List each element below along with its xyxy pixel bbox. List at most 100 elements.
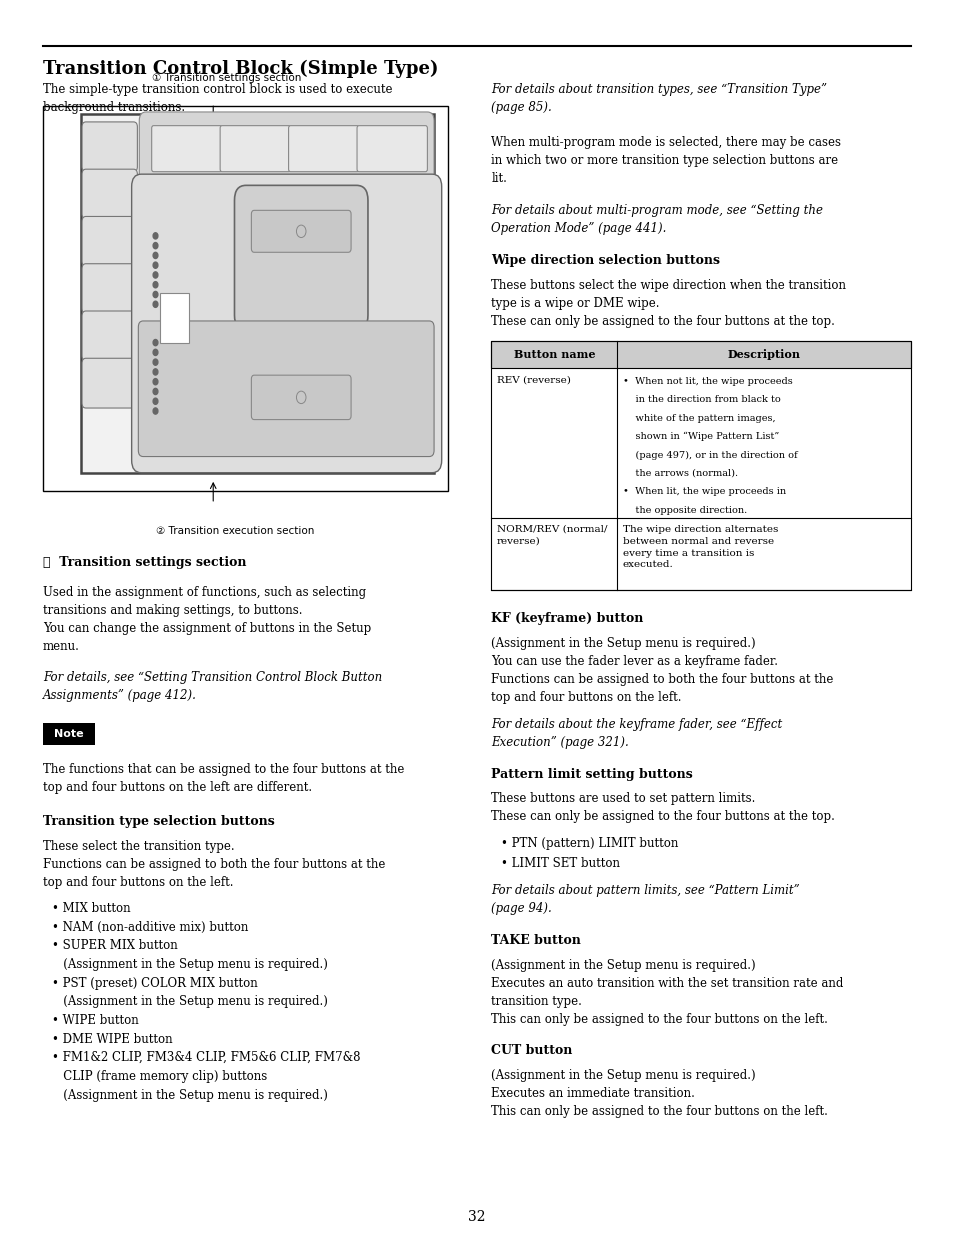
FancyBboxPatch shape [43, 723, 95, 745]
Circle shape [152, 398, 157, 404]
Text: Button name: Button name [513, 350, 595, 360]
Text: For details about transition types, see “Transition Type”
(page 85).: For details about transition types, see … [491, 83, 826, 114]
Text: Used in the assignment of functions, such as selecting
transitions and making se: Used in the assignment of functions, suc… [43, 586, 371, 653]
FancyBboxPatch shape [491, 518, 910, 590]
Text: LIMIT
SET: LIMIT SET [247, 143, 263, 154]
Text: • FM1&2 CLIP, FM3&4 CLIP, FM5&6 CLIP, FM7&8: • FM1&2 CLIP, FM3&4 CLIP, FM5&6 CLIP, FM… [52, 1051, 360, 1064]
Text: Description: Description [727, 350, 800, 360]
FancyBboxPatch shape [82, 358, 137, 408]
Circle shape [152, 272, 157, 279]
Text: Transition Control Block (Simple Type): Transition Control Block (Simple Type) [43, 60, 438, 78]
Text: 32: 32 [468, 1209, 485, 1224]
Text: The simple-type transition control block is used to execute
background transitio: The simple-type transition control block… [43, 83, 392, 114]
FancyBboxPatch shape [491, 368, 910, 518]
Text: CUT button: CUT button [491, 1044, 572, 1056]
FancyBboxPatch shape [43, 106, 448, 491]
Text: CLIP (frame memory clip) buttons: CLIP (frame memory clip) buttons [52, 1070, 268, 1082]
Circle shape [152, 360, 157, 366]
Text: NORM
/REV: NORM /REV [314, 143, 334, 154]
FancyBboxPatch shape [220, 126, 290, 172]
Text: ① Transition settings section: ① Transition settings section [152, 73, 301, 83]
Circle shape [152, 340, 157, 346]
Text: white of the pattern images,: white of the pattern images, [622, 414, 775, 423]
FancyBboxPatch shape [82, 264, 137, 313]
Text: (Assignment in the Setup menu is required.)
You can use the fader lever as a key: (Assignment in the Setup menu is require… [491, 637, 833, 704]
FancyBboxPatch shape [251, 210, 351, 253]
Circle shape [152, 368, 157, 374]
Text: For details about the keyframe fader, see “Effect
Execution” (page 321).: For details about the keyframe fader, se… [491, 718, 781, 749]
FancyBboxPatch shape [132, 174, 441, 473]
Text: Pattern limit setting buttons: Pattern limit setting buttons [491, 768, 692, 780]
Text: These buttons select the wipe direction when the transition
type is a wipe or DM: These buttons select the wipe direction … [491, 279, 845, 327]
Text: • PTN (pattern) LIMIT button: • PTN (pattern) LIMIT button [500, 837, 678, 850]
Text: • PST (preset) COLOR MIX button: • PST (preset) COLOR MIX button [52, 977, 258, 989]
Circle shape [152, 301, 157, 307]
Text: • WIPE button: • WIPE button [52, 1014, 139, 1026]
Text: •  When lit, the wipe proceeds in: • When lit, the wipe proceeds in [622, 488, 785, 496]
Text: REV: REV [386, 146, 398, 152]
FancyBboxPatch shape [139, 112, 434, 185]
Text: These select the transition type.
Functions can be assigned to both the four but: These select the transition type. Functi… [43, 840, 385, 888]
Circle shape [152, 388, 157, 394]
Text: the opposite direction.: the opposite direction. [622, 506, 746, 515]
FancyBboxPatch shape [288, 126, 358, 172]
Text: PTN
LIMIT: PTN LIMIT [178, 143, 195, 154]
Text: MIX: MIX [103, 144, 116, 149]
Text: For details about pattern limits, see “Pattern Limit”
(page 94).: For details about pattern limits, see “P… [491, 884, 800, 916]
FancyBboxPatch shape [82, 169, 137, 219]
Text: The wipe direction alternates
between normal and reverse
every time a transition: The wipe direction alternates between no… [622, 525, 778, 570]
Text: WIPE: WIPE [101, 239, 118, 244]
Circle shape [152, 350, 157, 356]
Text: Note: Note [54, 729, 84, 739]
FancyBboxPatch shape [152, 126, 222, 172]
Text: KF (keyframe) button: KF (keyframe) button [491, 612, 643, 624]
Text: For details, see “Setting Transition Control Block Button
Assignments” (page 412: For details, see “Setting Transition Con… [43, 671, 382, 702]
Text: the arrows (normal).: the arrows (normal). [622, 469, 738, 478]
Text: When multi-program mode is selected, there may be cases
in which two or more tra: When multi-program mode is selected, the… [491, 136, 841, 184]
Text: For details about multi-program mode, see “Setting the
Operation Mode” (page 441: For details about multi-program mode, se… [491, 204, 822, 235]
Text: (page 497), or in the direction of: (page 497), or in the direction of [622, 450, 797, 460]
Text: Wipe direction selection buttons: Wipe direction selection buttons [491, 254, 720, 266]
FancyBboxPatch shape [251, 376, 351, 419]
Text: • DME WIPE button: • DME WIPE button [52, 1033, 172, 1045]
FancyBboxPatch shape [356, 126, 427, 172]
Text: • SUPER MIX button: • SUPER MIX button [52, 939, 178, 952]
Text: TAKE button: TAKE button [491, 934, 580, 947]
Text: shown in “Wipe Pattern List”: shown in “Wipe Pattern List” [622, 432, 779, 442]
Text: NORM/REV (normal/
reverse): NORM/REV (normal/ reverse) [497, 525, 607, 546]
Text: • MIX button: • MIX button [52, 902, 131, 914]
Text: TAKE: TAKE [101, 381, 118, 386]
FancyBboxPatch shape [81, 114, 434, 473]
Text: •  When not lit, the wipe proceeds: • When not lit, the wipe proceeds [622, 377, 792, 386]
Circle shape [152, 233, 157, 239]
Text: REV (reverse): REV (reverse) [497, 376, 570, 384]
FancyBboxPatch shape [82, 311, 137, 361]
Circle shape [152, 378, 157, 384]
FancyBboxPatch shape [82, 122, 137, 172]
Text: (Assignment in the Setup menu is required.): (Assignment in the Setup menu is require… [52, 995, 328, 1008]
Circle shape [152, 281, 157, 287]
FancyBboxPatch shape [234, 185, 368, 330]
FancyBboxPatch shape [138, 321, 434, 457]
FancyBboxPatch shape [160, 294, 189, 342]
Circle shape [152, 243, 157, 249]
Circle shape [152, 291, 157, 297]
FancyBboxPatch shape [491, 341, 910, 368]
Text: (Assignment in the Setup menu is required.): (Assignment in the Setup menu is require… [52, 1088, 328, 1101]
Text: (Assignment in the Setup menu is required.)
Executes an immediate transition.
Th: (Assignment in the Setup menu is require… [491, 1069, 827, 1117]
Text: • LIMIT SET button: • LIMIT SET button [500, 857, 619, 870]
Text: ② Transition execution section: ② Transition execution section [156, 526, 314, 536]
Circle shape [152, 253, 157, 259]
Text: These buttons are used to set pattern limits.
These can only be assigned to the : These buttons are used to set pattern li… [491, 792, 834, 824]
Circle shape [152, 408, 157, 414]
Text: • NAM (non-additive mix) button: • NAM (non-additive mix) button [52, 921, 249, 933]
Text: in the direction from black to: in the direction from black to [622, 396, 780, 404]
Text: The functions that can be assigned to the four buttons at the
top and four butto: The functions that can be assigned to th… [43, 763, 404, 794]
FancyBboxPatch shape [82, 216, 137, 266]
Text: Transition type selection buttons: Transition type selection buttons [43, 815, 274, 827]
Circle shape [152, 262, 157, 269]
Text: ①  Transition settings section: ① Transition settings section [43, 556, 246, 569]
Text: (Assignment in the Setup menu is required.): (Assignment in the Setup menu is require… [52, 958, 328, 970]
Text: DME
WIPE: DME WIPE [101, 282, 118, 295]
Text: (Assignment in the Setup menu is required.)
Executes an auto transition with the: (Assignment in the Setup menu is require… [491, 959, 842, 1026]
